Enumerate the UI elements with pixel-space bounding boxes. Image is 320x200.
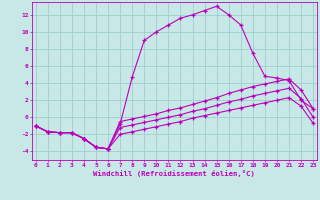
X-axis label: Windchill (Refroidissement éolien,°C): Windchill (Refroidissement éolien,°C) [93,170,255,177]
